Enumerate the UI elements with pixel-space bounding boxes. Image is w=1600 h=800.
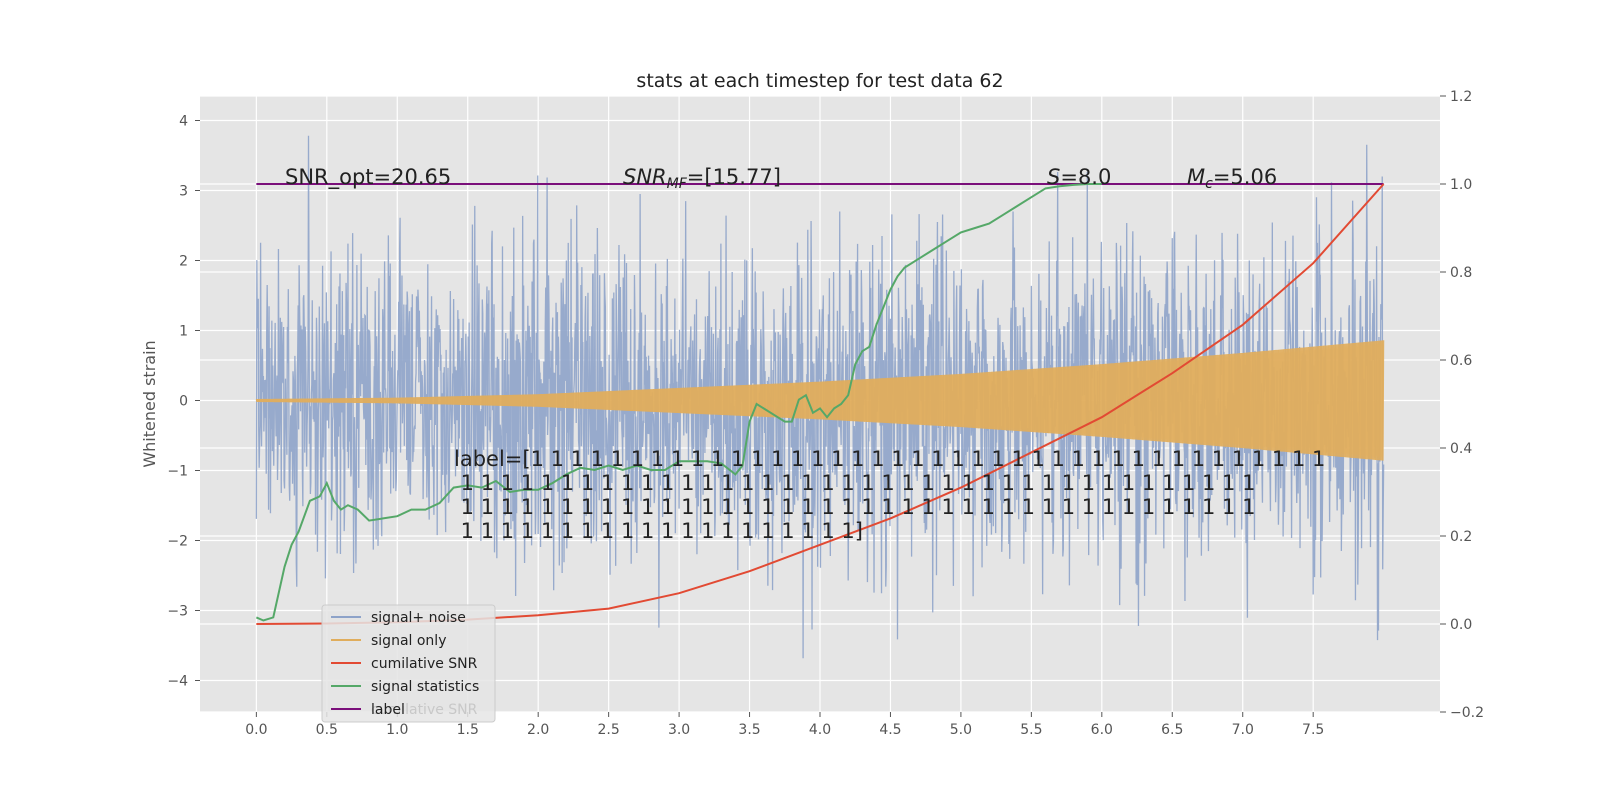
annotation-s-symbol: S	[1047, 165, 1060, 189]
annotation-label-line-3: 1 1 1 1 1 1 1 1 1 1 1 1 1 1 1 1 1 1 1 1 …	[454, 495, 1255, 519]
x-tick-label: 6.5	[1161, 722, 1183, 738]
annotation-label-line-4: 1 1 1 1 1 1 1 1 1 1 1 1 1 1 1 1 1 1 1 1]	[454, 519, 863, 543]
x-tick-label: 7.5	[1302, 722, 1324, 738]
y2-tick-label: 0.4	[1450, 441, 1472, 457]
annotation-snr-mf-subscript: MF	[667, 176, 688, 192]
y-axis-label: Whitened strain	[140, 340, 159, 467]
y2-tick-label: 0.6	[1450, 353, 1472, 369]
annotation-mc-subscript: c	[1205, 176, 1213, 192]
y-tick-label: −4	[167, 674, 188, 690]
signal-statistics-line	[255, 183, 1102, 622]
legend-label-signal-statistics: signal statistics	[371, 679, 479, 695]
x-tick-label: 1.0	[386, 722, 408, 738]
y-tick-label: 1	[179, 324, 188, 340]
x-tick-label: 4.0	[809, 722, 831, 738]
y2-tick-label: 1.2	[1450, 89, 1472, 105]
x-tick-label: 6.0	[1091, 722, 1113, 738]
legend-swatches	[331, 616, 361, 710]
annotation-snr-mf: SNRMF=[15.77]	[623, 165, 781, 192]
legend-box	[321, 604, 496, 723]
y2-tick-label: −0.2	[1450, 705, 1484, 721]
y-tick-label: 0	[179, 394, 188, 410]
annotation-mc-symbol: M	[1187, 165, 1205, 189]
x-tick-label: 5.0	[950, 722, 972, 738]
y-tick-label: 4	[179, 114, 188, 130]
y-tick-label: −2	[167, 534, 188, 550]
series-signal-noise	[255, 135, 1385, 659]
legend-label-label: label	[371, 702, 405, 718]
chart-title: stats at each timestep for test data 62	[636, 70, 1003, 92]
annotation-s: S=8.0	[1047, 165, 1111, 189]
y2-tick-label: 0.8	[1450, 265, 1472, 281]
x-tick-label: 7.0	[1232, 722, 1254, 738]
x-tick-label: 1.5	[457, 722, 479, 738]
x-tick-label: 2.0	[527, 722, 549, 738]
y-tick-label: 3	[179, 184, 188, 200]
x-tick-label: 3.5	[738, 722, 760, 738]
x-tick-label: 2.5	[598, 722, 620, 738]
x-tick-label: 4.5	[879, 722, 901, 738]
x-tick-label: 5.5	[1020, 722, 1042, 738]
signal-noise-line	[255, 135, 1385, 659]
annotation-label-line-1: label=[1 1 1 1 1 1 1 1 1 1 1 1 1 1 1 1 1…	[454, 447, 1325, 471]
annotation-mc-value: =5.06	[1213, 165, 1277, 189]
x-tick-label: 3.0	[668, 722, 690, 738]
y2-tick-label: 0.2	[1450, 529, 1472, 545]
annotation-s-value: =8.0	[1060, 165, 1111, 189]
annotation-label-block: label=[1 1 1 1 1 1 1 1 1 1 1 1 1 1 1 1 1…	[454, 447, 1325, 543]
annotation-snr-mf-symbol: SNR	[623, 165, 667, 189]
annotation-snr-mf-value: =[15.77]	[687, 165, 781, 189]
legend-label-signal-noise: signal+ noise	[371, 610, 466, 626]
annotation-label-line-2: 1 1 1 1 1 1 1 1 1 1 1 1 1 1 1 1 1 1 1 1 …	[454, 471, 1255, 495]
legend: cumilative SNR signal+ noise signal only…	[321, 604, 496, 723]
axis-ticks: 0.0 0.5 1.0 1.5 2.0 2.5 3.0 3.5 4.0 4.5 5.0 5.5 6.0 6…	[167, 89, 1484, 738]
y2-tick-label: 0.0	[1450, 617, 1472, 633]
annotation-snr-opt: SNR_opt=20.65	[285, 165, 451, 190]
annotation-mc: Mc=5.06	[1187, 165, 1277, 192]
legend-label-signal-only: signal only	[371, 633, 446, 649]
x-tick-label: 0.0	[245, 722, 267, 738]
x-tick-label: 0.5	[316, 722, 338, 738]
legend-label-cumilative-snr: cumilative SNR	[371, 656, 478, 672]
y-tick-label: −3	[167, 604, 188, 620]
y-tick-label: −1	[167, 464, 188, 480]
y2-tick-label: 1.0	[1450, 177, 1472, 193]
y-tick-label: 2	[179, 254, 188, 270]
legend-ghost-text: cumilative SNR	[371, 702, 478, 718]
